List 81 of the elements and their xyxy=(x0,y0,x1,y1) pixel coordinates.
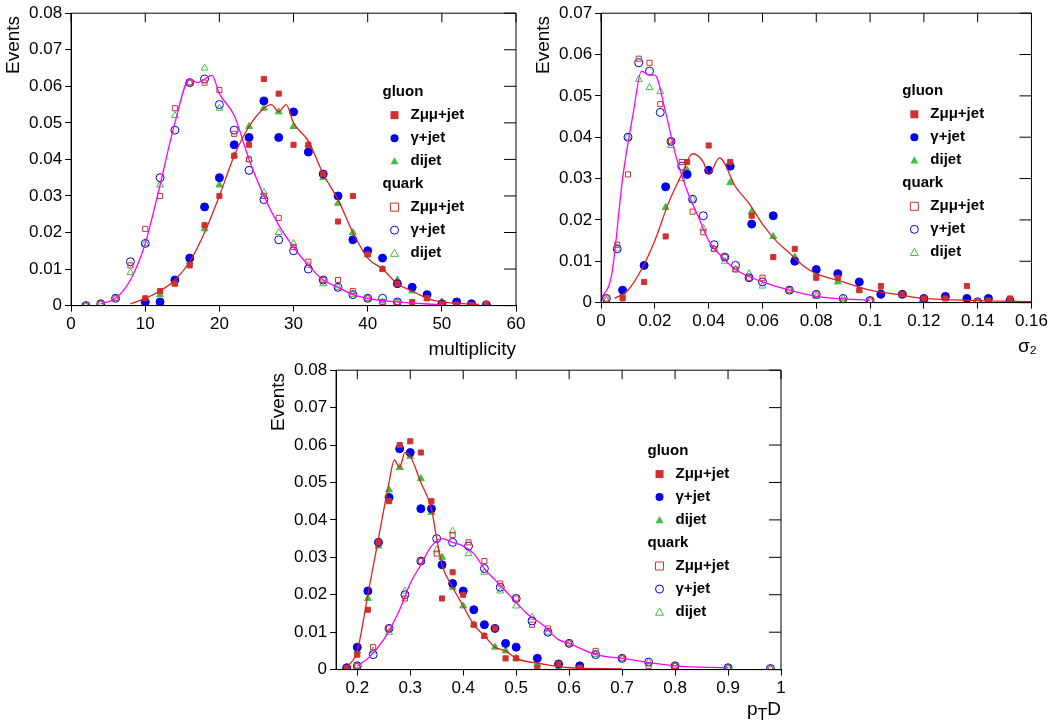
y-axis-title: Events xyxy=(267,372,289,431)
y-tick-label: 0 xyxy=(582,292,593,312)
legend-label: dijet xyxy=(675,602,707,620)
y-tick-label: 0.03 xyxy=(28,185,63,205)
x-tick-label: 60 xyxy=(506,314,526,334)
y-tick-label: 0.03 xyxy=(558,168,593,188)
annotation: quark xyxy=(647,533,690,551)
y-tick-label: 0 xyxy=(317,659,328,679)
x-tick-label: 0.06 xyxy=(745,311,780,331)
legend-label: γ+jet xyxy=(410,128,446,146)
x-tick-label: 0.04 xyxy=(692,311,726,331)
legend-label: Zμμ+jet xyxy=(410,105,465,123)
x-axis-title: σ₂ xyxy=(1017,335,1037,357)
y-tick-label: 0.01 xyxy=(293,621,328,641)
y-tick-label: 0.07 xyxy=(28,39,63,59)
x-tick-label: 0.12 xyxy=(907,311,941,331)
legend-label: γ+jet xyxy=(675,487,711,505)
legend-label: dijet xyxy=(930,242,962,260)
annotation: quark xyxy=(382,174,425,192)
legend-label: Zμμ+jet xyxy=(930,196,985,214)
x-tick-label: 0.02 xyxy=(638,311,672,331)
legend-label: Zμμ+jet xyxy=(410,197,465,215)
x-tick-label: 40 xyxy=(358,314,378,334)
x-tick-label: 0.14 xyxy=(961,311,995,331)
legend-label: dijet xyxy=(410,243,442,261)
x-axis-title: p$_{T}$D xyxy=(747,698,781,724)
x-tick-label: 0.08 xyxy=(799,311,833,331)
legend-label: γ+jet xyxy=(930,127,965,145)
legend-label: Zμμ+jet xyxy=(675,556,730,574)
y-tick-label: 0.07 xyxy=(293,397,328,417)
x-tick-label: 0.9 xyxy=(716,678,740,698)
x-tick-label: 30 xyxy=(284,314,303,334)
y-tick-label: 0.05 xyxy=(558,85,593,105)
y-tick-label: 0 xyxy=(52,295,63,315)
legend-label: dijet xyxy=(410,151,442,169)
x-tick-label: 0.2 xyxy=(345,678,370,698)
y-tick-label: 0.04 xyxy=(293,509,328,529)
y-tick-label: 0.02 xyxy=(28,222,63,242)
x-tick-label: 0.3 xyxy=(398,678,423,698)
legend-label: γ+jet xyxy=(930,219,965,237)
y-tick-label: 0.05 xyxy=(28,112,63,132)
y-tick-label: 0.01 xyxy=(558,250,593,270)
legend-label: Zμμ+jet xyxy=(675,464,730,482)
x-tick-label: 0 xyxy=(66,314,76,334)
y-tick-label: 0.02 xyxy=(293,584,328,604)
x-axis-title: multiplicity xyxy=(428,338,516,360)
x-tick-label: 0.8 xyxy=(663,678,687,698)
y-tick-label: 0.06 xyxy=(293,434,328,454)
annotation: gluon xyxy=(902,81,944,99)
x-tick-label: 0.1 xyxy=(858,311,882,331)
y-axis-title: Events xyxy=(532,15,554,74)
y-tick-label: 0.08 xyxy=(28,2,63,22)
annotation: gluon xyxy=(382,82,424,100)
x-tick-label: 1 xyxy=(776,678,786,698)
y-tick-label: 0.04 xyxy=(28,149,63,169)
x-tick-label: 0.5 xyxy=(504,678,528,698)
legend-label: Zμμ+jet xyxy=(930,104,985,122)
y-tick-label: 0.07 xyxy=(558,2,593,22)
legend-label: γ+jet xyxy=(675,579,711,597)
legend-label: dijet xyxy=(675,510,707,528)
legend-label: γ+jet xyxy=(410,220,446,238)
annotation: quark xyxy=(902,173,944,191)
legend-label: dijet xyxy=(930,150,962,168)
x-tick-label: 10 xyxy=(135,314,155,334)
y-tick-label: 0.06 xyxy=(558,44,593,64)
x-tick-label: 0.16 xyxy=(1014,311,1048,331)
x-tick-label: 0.4 xyxy=(451,678,476,698)
x-tick-label: 0.7 xyxy=(610,678,634,698)
y-tick-label: 0.01 xyxy=(28,258,63,278)
y-axis-title: Events xyxy=(2,15,24,74)
annotation: gluon xyxy=(647,441,689,459)
x-tick-label: 50 xyxy=(432,314,452,334)
y-tick-label: 0.06 xyxy=(28,75,63,95)
y-tick-label: 0.04 xyxy=(558,126,593,146)
x-tick-label: 20 xyxy=(209,314,229,334)
y-tick-label: 0.08 xyxy=(293,359,328,379)
y-tick-label: 0.02 xyxy=(558,209,593,229)
x-tick-label: 0 xyxy=(596,311,606,331)
y-tick-label: 0.05 xyxy=(293,472,328,492)
x-tick-label: 0.6 xyxy=(557,678,581,698)
y-tick-label: 0.03 xyxy=(293,547,328,567)
